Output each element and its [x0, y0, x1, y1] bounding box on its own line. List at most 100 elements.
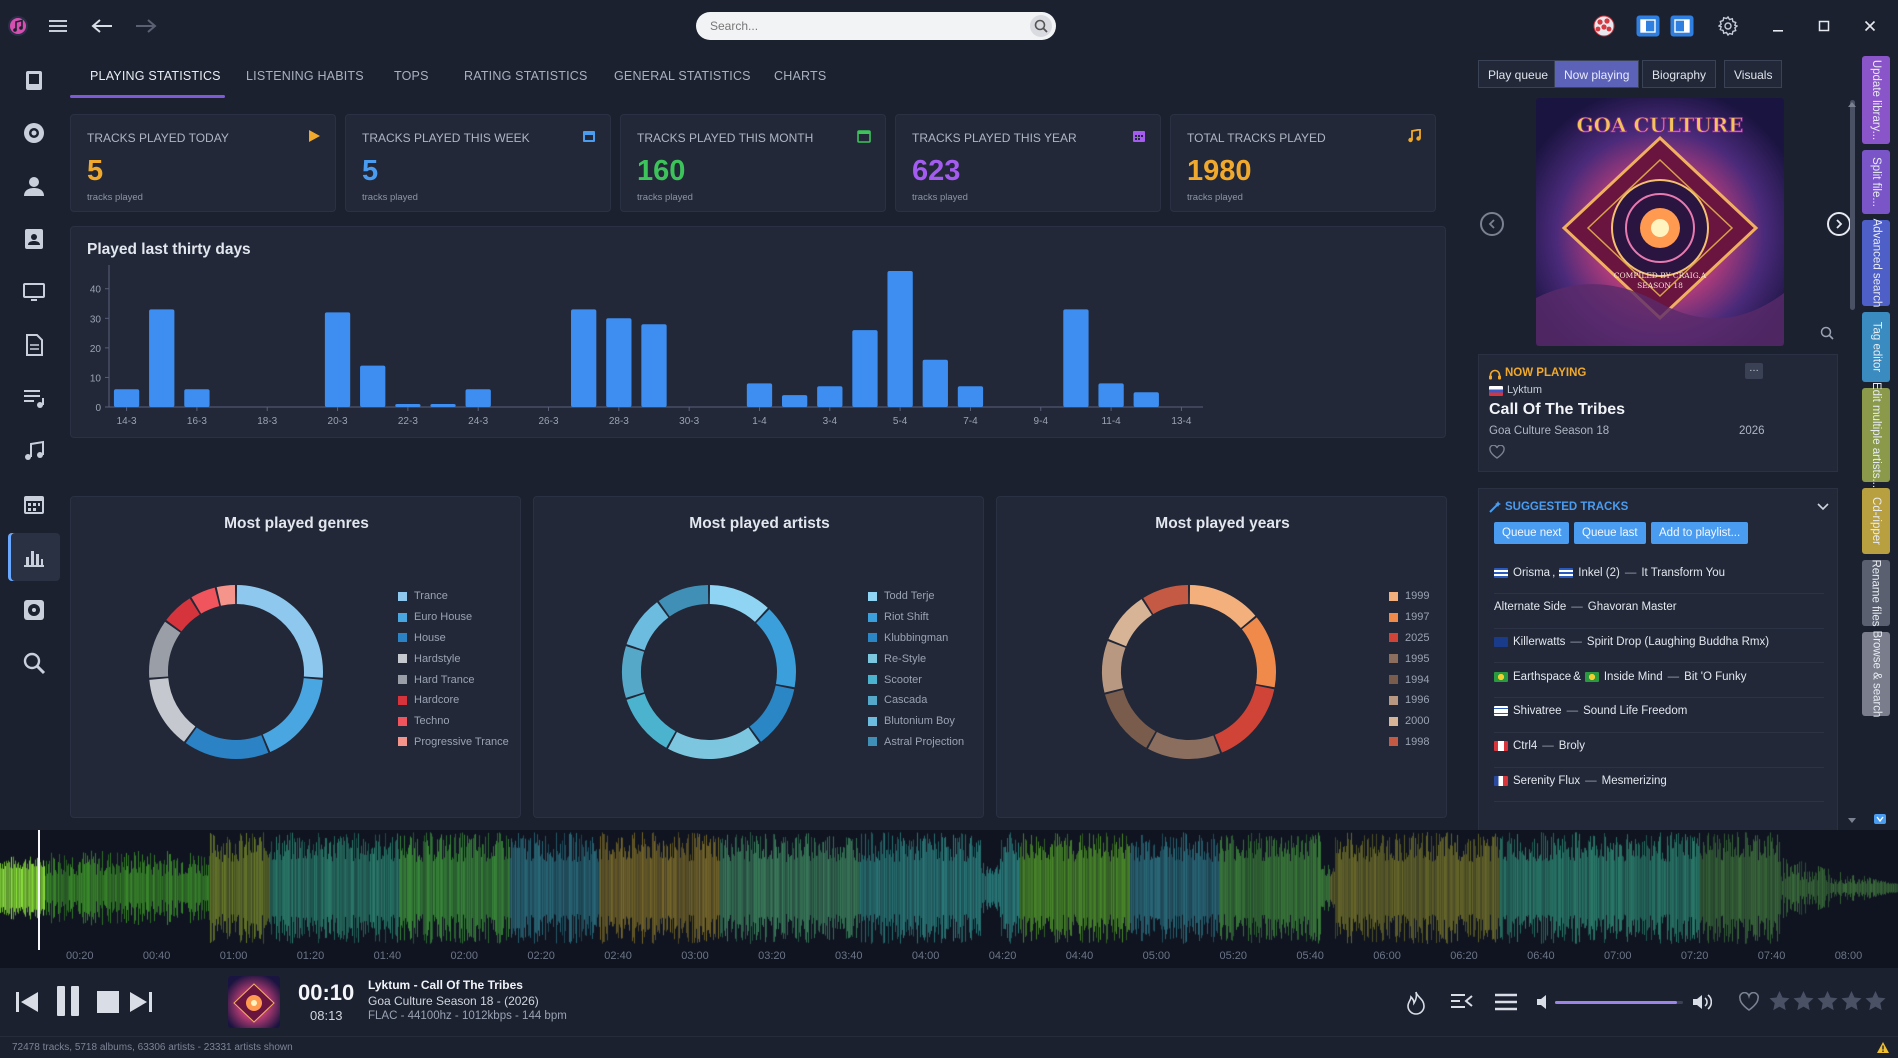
- legend-item[interactable]: Cascada: [868, 690, 964, 711]
- album-art[interactable]: GOA CULTURE COMPILED BY CRAIG.A SEASON 1…: [1536, 98, 1784, 346]
- bar-3-4[interactable]: [817, 386, 843, 407]
- legend-item[interactable]: Blutonium Boy: [868, 711, 964, 732]
- legend-item[interactable]: House: [398, 628, 509, 649]
- scroll-down-icon[interactable]: [1847, 817, 1857, 825]
- next-album-icon[interactable]: [1827, 212, 1851, 236]
- sidebar-item-tracks[interactable]: [8, 427, 60, 475]
- slice-2000[interactable]: [1108, 599, 1152, 647]
- suggested-track-row[interactable]: Orisma, Inkel (2) — It Transform You: [1494, 552, 1824, 594]
- vertical-tab-rename-files[interactable]: Rename files: [1862, 559, 1890, 627]
- theme-ball-icon[interactable]: [1590, 12, 1618, 40]
- volume-high-icon[interactable]: [1692, 993, 1712, 1011]
- star-icon[interactable]: [1792, 990, 1815, 1012]
- sidebar-item-search[interactable]: [8, 639, 60, 687]
- vertical-tab-split-file[interactable]: Split file...: [1862, 150, 1890, 214]
- legend-item[interactable]: Astral Projection: [868, 732, 964, 753]
- favorite-heart-icon[interactable]: [1738, 992, 1760, 1012]
- waveform-seekbar[interactable]: 00:20 00:40 01:00 01:20 01:40 02:00 02:20 02:40…: [0, 830, 1898, 968]
- suggested-artist[interactable]: Inside Mind: [1603, 670, 1663, 683]
- slice-2025[interactable]: [1214, 685, 1275, 753]
- menu-icon[interactable]: [44, 12, 72, 40]
- legend-item[interactable]: Klubbingman: [868, 628, 964, 649]
- slice-1998[interactable]: [1143, 585, 1189, 615]
- slice-1995[interactable]: [1148, 731, 1221, 759]
- slice-trance[interactable]: [236, 585, 323, 678]
- tab-general-statistics[interactable]: GENERAL STATISTICS: [614, 69, 751, 83]
- slice-1999[interactable]: [1189, 585, 1256, 629]
- legend-item[interactable]: 2000: [1389, 711, 1429, 732]
- bar-11-4[interactable]: [1098, 383, 1124, 407]
- sidebar-item-statistics[interactable]: [8, 533, 60, 581]
- bar-1-4[interactable]: [746, 383, 773, 407]
- maximize-icon[interactable]: [1812, 14, 1836, 38]
- chevron-down-icon[interactable]: [1817, 503, 1829, 511]
- bar-24-3[interactable]: [465, 389, 491, 407]
- right-panel-toggle-icon[interactable]: [1668, 12, 1696, 40]
- right-pane-scrollbar[interactable]: [1850, 100, 1855, 310]
- now-playing-album[interactable]: Goa Culture Season 18: [1489, 425, 1610, 437]
- suggested-track-row[interactable]: Earthspace & Inside Mind — Bit 'O Funky: [1494, 656, 1824, 699]
- bar-5-4[interactable]: [887, 271, 913, 407]
- minimize-icon[interactable]: [1766, 14, 1790, 38]
- bar-7-4[interactable]: [957, 386, 984, 407]
- player-album-art[interactable]: [228, 976, 280, 1028]
- prev-album-icon[interactable]: [1480, 212, 1504, 236]
- volume-low-icon[interactable]: [1536, 994, 1550, 1010]
- playhead[interactable]: [37, 830, 40, 950]
- suggested-artist[interactable]: Ctrl4: [1513, 740, 1538, 752]
- legend-item[interactable]: Euro House: [398, 607, 509, 628]
- vertical-tab-advanced-search[interactable]: Advanced search: [1862, 219, 1890, 307]
- search-icon[interactable]: [1030, 15, 1052, 37]
- forward-arrow-icon[interactable]: [132, 12, 160, 40]
- tab-listening-habits[interactable]: LISTENING HABITS: [246, 69, 364, 83]
- slice-hardstyle[interactable]: [149, 678, 196, 742]
- legend-item[interactable]: Trance: [398, 586, 509, 607]
- now-playing-artist[interactable]: Lyktum: [1507, 384, 1543, 396]
- collapse-arrow-icon[interactable]: [1874, 814, 1886, 824]
- search-input[interactable]: Search...: [696, 12, 1056, 40]
- back-arrow-icon[interactable]: [88, 12, 116, 40]
- slice-techno[interactable]: [191, 587, 220, 614]
- queue-next-button[interactable]: Queue next: [1494, 522, 1570, 544]
- sidebar-item-disc[interactable]: [8, 586, 60, 634]
- bar-22-3[interactable]: [395, 404, 421, 407]
- sidebar-item-library[interactable]: [8, 56, 60, 104]
- scroll-up-icon[interactable]: [1847, 100, 1857, 108]
- tab-play-queue[interactable]: Play queue: [1478, 60, 1559, 88]
- zoom-icon[interactable]: [1820, 326, 1834, 340]
- waveform-canvas[interactable]: [0, 830, 1898, 950]
- player-track[interactable]: Lyktum - Call Of The Tribes: [368, 978, 523, 992]
- legend-item[interactable]: Hardcore: [398, 690, 509, 711]
- legend-item[interactable]: 2025: [1389, 628, 1429, 649]
- sidebar-item-contacts[interactable]: [8, 215, 60, 263]
- playlist-menu-icon[interactable]: [1494, 992, 1518, 1012]
- bar-16-3[interactable]: [184, 389, 210, 407]
- sidebar-item-albums[interactable]: [8, 109, 60, 157]
- legend-item[interactable]: Hardstyle: [398, 648, 509, 669]
- legend-item[interactable]: Techno: [398, 711, 509, 732]
- legend-item[interactable]: 1998: [1389, 732, 1429, 753]
- player-album[interactable]: Goa Culture Season 18 - (2026): [368, 994, 539, 1008]
- rating-stars[interactable]: [1768, 990, 1888, 1017]
- slice-astral-projection[interactable]: [658, 585, 709, 617]
- legend-item[interactable]: 1999: [1389, 586, 1429, 607]
- tab-visuals[interactable]: Visuals: [1724, 60, 1783, 88]
- volume-slider[interactable]: [1555, 1001, 1683, 1004]
- stop-icon[interactable]: [96, 990, 120, 1014]
- legend-item[interactable]: Riot Shift: [868, 607, 964, 628]
- vertical-tab-update-library[interactable]: Update library...: [1862, 56, 1890, 144]
- star-icon[interactable]: [1864, 990, 1887, 1012]
- heart-icon[interactable]: [1489, 445, 1505, 459]
- flame-icon[interactable]: [1404, 990, 1428, 1016]
- close-icon[interactable]: [1858, 14, 1882, 38]
- suggested-track-row[interactable]: Alternate Side — Ghavoran Master: [1494, 587, 1824, 629]
- tab-now-playing[interactable]: Now playing: [1554, 60, 1640, 88]
- suggested-track-row[interactable]: Shivatree — Sound Life Freedom: [1494, 691, 1824, 733]
- more-options-button[interactable]: …: [1745, 363, 1763, 379]
- vertical-tab-edit-multiple-artists[interactable]: Edit multiple artists...: [1862, 382, 1890, 488]
- queue-mode-icon[interactable]: [1450, 992, 1474, 1012]
- suggested-track-row[interactable]: Serenity Flux — Mesmerizing: [1494, 760, 1824, 803]
- suggested-artist[interactable]: Alternate Side: [1494, 601, 1567, 614]
- slice-blutonium-boy[interactable]: [626, 602, 669, 651]
- vertical-tab-cd-ripper[interactable]: Cd-ripper: [1862, 488, 1890, 554]
